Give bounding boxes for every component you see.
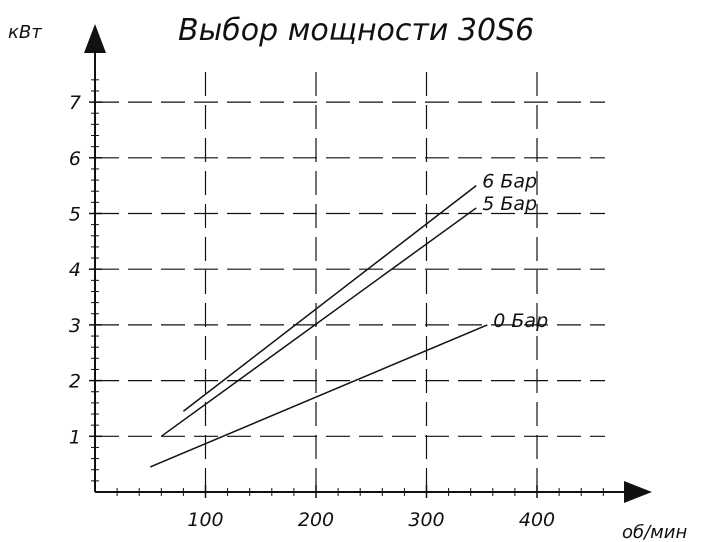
series-line-3 — [149, 324, 488, 468]
y-tick-label-5: 5 — [69, 204, 81, 226]
x-axis-label: об/мин — [622, 522, 687, 542]
series-label-1: 6 Бар — [482, 171, 537, 193]
labels: Выбор мощности 30S6 кВт об/мин 1 2 3 4 5 6 7 10… — [8, 13, 687, 542]
x-tick-label-400: 400 — [519, 509, 555, 531]
chart-title: Выбор мощности 30S6 — [178, 13, 534, 48]
axis-ticks — [89, 79, 604, 498]
x-tick-label-100: 100 — [187, 509, 223, 531]
x-tick-label-200: 200 — [298, 509, 334, 531]
y-tick-label-4: 4 — [69, 259, 81, 281]
grid — [95, 72, 605, 492]
y-axis-arrow — [84, 24, 106, 53]
y-tick-label-6: 6 — [69, 148, 81, 170]
y-tick-label-1: 1 — [69, 426, 81, 448]
series-line-2 — [160, 207, 477, 437]
series-lines — [149, 185, 488, 468]
series-label-3: 0 Бар — [493, 310, 548, 332]
x-tick-label-300: 300 — [408, 509, 444, 531]
series-line-1 — [182, 185, 477, 412]
y-tick-label-3: 3 — [69, 315, 81, 337]
y-tick-label-7: 7 — [69, 92, 81, 114]
series-label-2: 5 Бар — [482, 193, 537, 215]
y-tick-label-2: 2 — [69, 371, 81, 393]
y-axis-label: кВт — [8, 22, 42, 43]
x-axis-arrow — [624, 481, 652, 503]
